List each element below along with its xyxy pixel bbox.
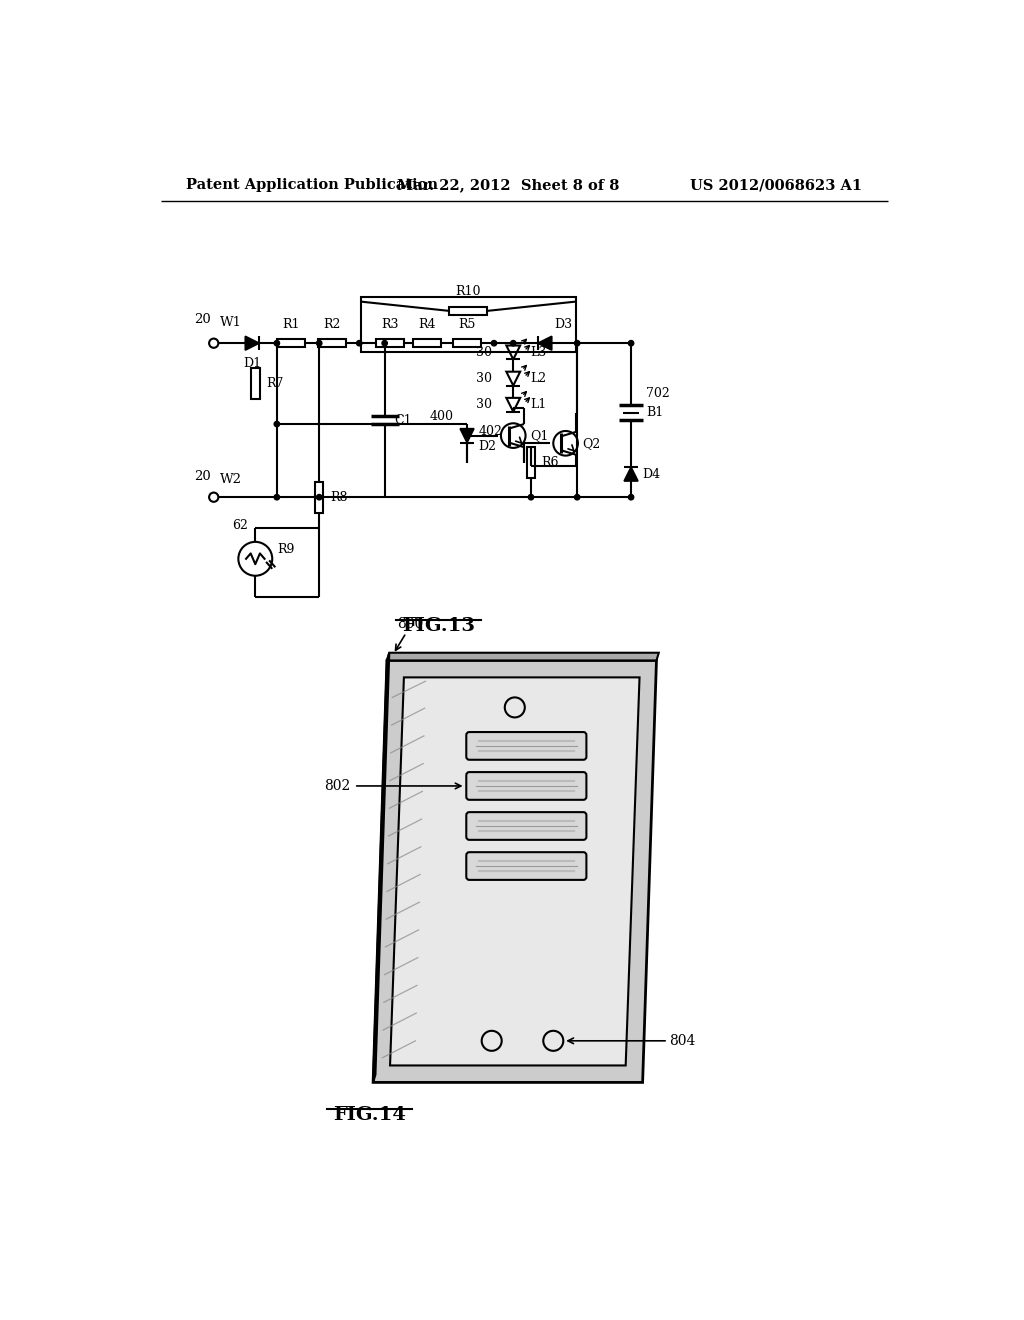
Text: L1: L1 — [530, 399, 547, 412]
Text: B1: B1 — [646, 407, 664, 418]
Text: R2: R2 — [324, 318, 341, 331]
Bar — [360, 297, 575, 352]
Text: FIG.14: FIG.14 — [333, 1106, 406, 1123]
Polygon shape — [246, 337, 259, 350]
Text: R3: R3 — [381, 318, 398, 331]
Polygon shape — [373, 660, 656, 1082]
Circle shape — [574, 341, 580, 346]
Text: R1: R1 — [282, 318, 299, 331]
Text: Q2: Q2 — [583, 437, 601, 450]
Text: US 2012/0068623 A1: US 2012/0068623 A1 — [690, 178, 862, 193]
Text: 702: 702 — [646, 387, 671, 400]
Text: R8: R8 — [330, 491, 347, 504]
Bar — [318, 339, 346, 347]
Text: W1: W1 — [220, 317, 242, 330]
Circle shape — [511, 341, 516, 346]
Text: 30: 30 — [476, 346, 492, 359]
Circle shape — [274, 421, 280, 426]
Bar — [449, 306, 487, 315]
FancyBboxPatch shape — [466, 812, 587, 840]
Text: 62: 62 — [232, 519, 248, 532]
Circle shape — [274, 341, 280, 346]
Text: R7: R7 — [266, 378, 284, 391]
Circle shape — [528, 495, 534, 500]
Circle shape — [629, 341, 634, 346]
Text: R9: R9 — [276, 543, 294, 556]
Text: L2: L2 — [530, 372, 547, 385]
Circle shape — [274, 495, 280, 500]
Text: 20: 20 — [195, 313, 211, 326]
Bar — [251, 368, 259, 399]
Text: FIG.13: FIG.13 — [402, 616, 475, 635]
Circle shape — [629, 495, 634, 500]
Text: Q1: Q1 — [530, 429, 549, 442]
Circle shape — [316, 495, 322, 500]
Bar — [276, 339, 304, 347]
Text: 802: 802 — [324, 779, 350, 793]
Text: 800: 800 — [397, 618, 423, 631]
Polygon shape — [538, 337, 552, 350]
Circle shape — [382, 341, 387, 346]
Text: Patent Application Publication: Patent Application Publication — [186, 178, 438, 193]
Text: Mar. 22, 2012  Sheet 8 of 8: Mar. 22, 2012 Sheet 8 of 8 — [396, 178, 620, 193]
Polygon shape — [390, 677, 640, 1065]
Text: R6: R6 — [542, 455, 559, 469]
Bar — [454, 339, 481, 347]
Polygon shape — [387, 653, 658, 660]
Text: R5: R5 — [459, 318, 476, 331]
Circle shape — [316, 341, 322, 346]
Text: 30: 30 — [476, 372, 492, 385]
Text: L3: L3 — [530, 346, 547, 359]
Bar — [315, 482, 324, 512]
Polygon shape — [460, 429, 474, 442]
Text: 402: 402 — [478, 425, 503, 438]
Text: D4: D4 — [642, 467, 659, 480]
Text: C1: C1 — [394, 413, 412, 426]
Text: 30: 30 — [476, 399, 492, 412]
Polygon shape — [373, 653, 389, 1082]
FancyBboxPatch shape — [466, 733, 587, 760]
Text: W2: W2 — [220, 474, 242, 487]
Text: R4: R4 — [418, 318, 436, 331]
Circle shape — [574, 495, 580, 500]
Bar — [526, 447, 536, 478]
Text: D2: D2 — [478, 440, 497, 453]
Text: 400: 400 — [429, 409, 454, 422]
FancyBboxPatch shape — [466, 853, 587, 880]
Bar — [413, 339, 441, 347]
Text: D3: D3 — [554, 318, 572, 331]
FancyBboxPatch shape — [466, 772, 587, 800]
Polygon shape — [625, 467, 638, 480]
Bar — [376, 339, 403, 347]
Circle shape — [356, 341, 361, 346]
Text: 804: 804 — [670, 1034, 696, 1048]
Text: R10: R10 — [456, 285, 481, 298]
Text: D1: D1 — [243, 358, 261, 370]
Text: 20: 20 — [195, 470, 211, 483]
Circle shape — [492, 341, 497, 346]
